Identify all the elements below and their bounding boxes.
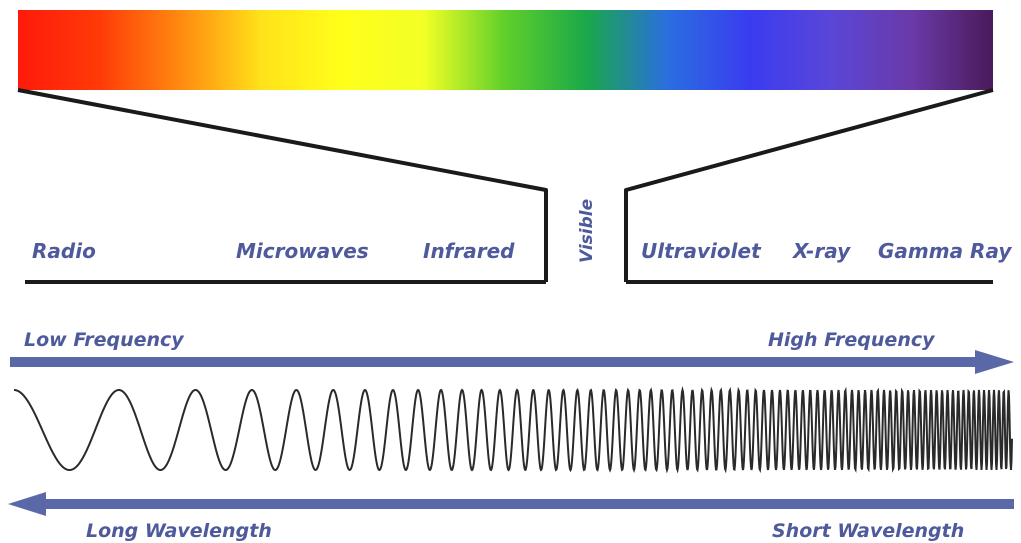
band-label-infrared: Infrared (423, 239, 515, 263)
funnel-left-line (17, 88, 548, 282)
funnel-right-line (624, 88, 994, 282)
frequency-arrow (10, 350, 1014, 374)
band-label-microwaves: Microwaves (236, 239, 369, 263)
band-label-xray: X-ray (791, 239, 851, 263)
wavelength-arrow (8, 492, 1014, 516)
high-frequency-label: High Frequency (768, 329, 936, 351)
low-frequency-label: Low Frequency (24, 329, 185, 351)
band-label-radio: Radio (32, 239, 96, 263)
band-label-visible: Visible (577, 199, 597, 263)
visible-spectrum-bar (18, 10, 993, 90)
band-label-gamma-ray: Gamma Ray (878, 239, 1012, 263)
short-wavelength-label: Short Wavelength (772, 520, 964, 542)
band-label-ultraviolet: Ultraviolet (641, 239, 762, 263)
wave-illustration (13, 386, 1013, 474)
long-wavelength-label: Long Wavelength (86, 520, 272, 542)
